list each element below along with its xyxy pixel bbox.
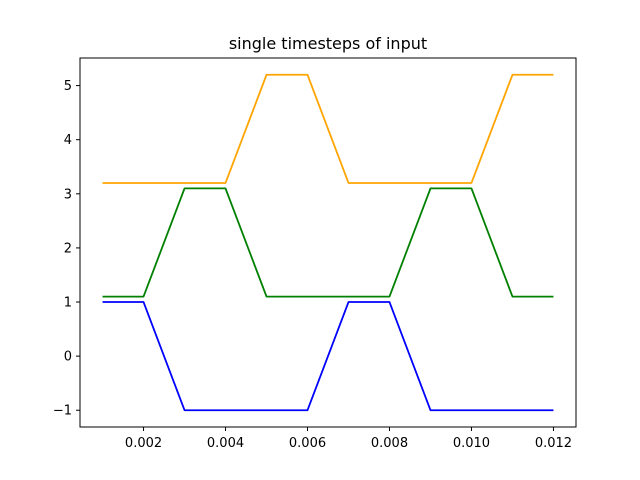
y-axis: −1 0 1 2 3 4 5 <box>53 79 80 419</box>
series-line-2 <box>102 73 554 184</box>
y-tick-label: 3 <box>64 187 72 202</box>
y-tick-label: 2 <box>64 241 72 256</box>
y-tick-label: 0 <box>64 350 72 365</box>
y-tick-label: −1 <box>53 404 72 419</box>
x-tick-label: 0.010 <box>453 436 490 451</box>
axes-layer <box>79 57 577 428</box>
y-tick-label: 5 <box>64 79 72 94</box>
series-line-0 <box>102 301 554 412</box>
series-layer <box>102 73 554 412</box>
y-tick-label: 4 <box>64 133 72 148</box>
plot-frame <box>79 57 577 428</box>
x-axis: 0.002 0.004 0.006 0.008 0.010 0.012 <box>125 427 572 451</box>
x-tick-label: 0.002 <box>125 436 162 451</box>
y-tick-label: 1 <box>64 296 72 311</box>
chart-title: single timesteps of input <box>229 34 427 53</box>
series-line-1 <box>102 187 554 298</box>
x-tick-label: 0.004 <box>207 436 244 451</box>
x-tick-label: 0.008 <box>371 436 408 451</box>
x-tick-label: 0.006 <box>289 436 326 451</box>
x-tick-label: 0.012 <box>535 436 572 451</box>
